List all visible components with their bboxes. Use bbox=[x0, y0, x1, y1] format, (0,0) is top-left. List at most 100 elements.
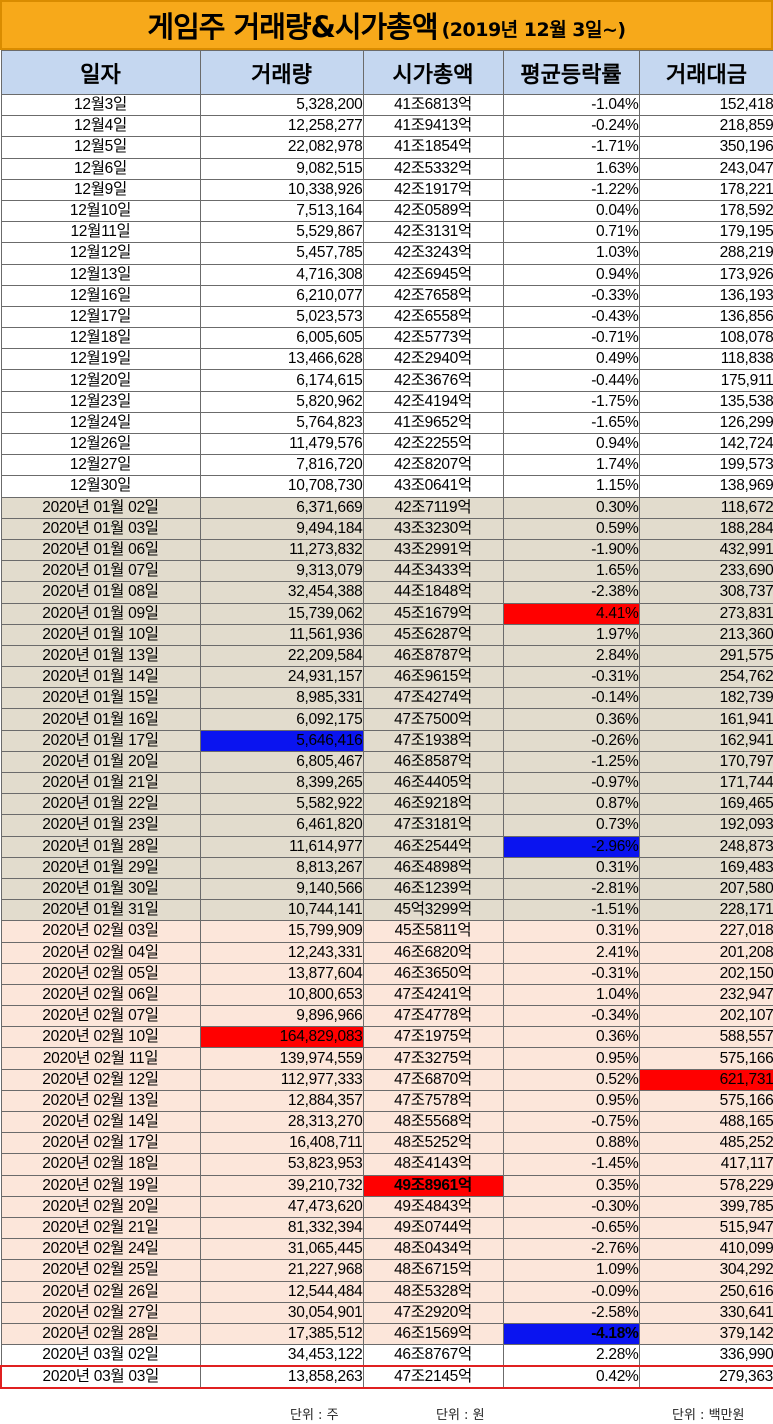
date-cell: 2020년 01월 08일 bbox=[0, 581, 201, 604]
avg-change-cell: 1.03% bbox=[502, 242, 640, 265]
table-row: 12월17일 5,023,573 42조6558억 -0.43% 136,856 bbox=[0, 305, 773, 329]
date-cell: 12월9일 bbox=[0, 178, 201, 201]
trade-amount-cell: 575,166 bbox=[638, 1089, 773, 1113]
trade-amount-cell: 201,208 bbox=[638, 941, 773, 964]
table-row: 2020년 02월 06일 10,800,653 47조4241억 1.04% 232,… bbox=[0, 983, 773, 1007]
avg-change-cell: 0.30% bbox=[502, 496, 640, 519]
avg-change-cell: -1.04% bbox=[502, 93, 640, 117]
trade-amount-cell: 192,093 bbox=[638, 814, 773, 837]
date-cell: 12월4일 bbox=[0, 115, 201, 138]
date-cell: 2020년 01월 29일 bbox=[0, 856, 201, 879]
market-cap-cell: 42조5332억 bbox=[362, 157, 504, 180]
date-cell: 12월26일 bbox=[0, 432, 201, 456]
trade-amount-cell: 118,838 bbox=[638, 348, 773, 371]
avg-change-cell: 0.87% bbox=[502, 793, 640, 816]
table-row: 2020년 02월 26일 12,544,484 48조5328억 -0.09% 250… bbox=[0, 1280, 773, 1303]
trade-amount-cell: 336,990 bbox=[638, 1344, 773, 1367]
table-row: 12월16일 6,210,077 42조7658억 -0.33% 136,193 bbox=[0, 284, 773, 307]
table-row: 2020년 01월 09일 15,739,062 45조1679억 4.41% 273,… bbox=[0, 602, 773, 625]
volume-cell: 15,739,062 bbox=[199, 602, 364, 625]
avg-change-cell: -0.75% bbox=[502, 1110, 640, 1134]
volume-cell: 11,479,576 bbox=[199, 432, 364, 456]
table-row: 2020년 01월 29일 8,813,267 46조4898억 0.31% 169,4… bbox=[0, 856, 773, 879]
market-cap-cell: 46조3650억 bbox=[362, 962, 504, 985]
column-header-trade-amount: 거래대금 bbox=[638, 50, 773, 95]
volume-cell: 6,174,615 bbox=[199, 369, 364, 392]
volume-cell: 11,273,832 bbox=[199, 538, 364, 562]
market-cap-cell: 41조6813억 bbox=[362, 93, 504, 117]
date-cell: 2020년 02월 19일 bbox=[0, 1174, 201, 1197]
trade-amount-cell: 254,762 bbox=[638, 666, 773, 689]
date-cell: 2020년 01월 02일 bbox=[0, 496, 201, 519]
volume-cell: 12,544,484 bbox=[199, 1280, 364, 1303]
avg-change-cell: -0.33% bbox=[502, 284, 640, 307]
volume-cell: 6,805,467 bbox=[199, 750, 364, 774]
market-cap-cell: 47조2920억 bbox=[362, 1301, 504, 1324]
table-row: 2020년 02월 07일 9,896,966 47조4778억 -0.34% 202,… bbox=[0, 1005, 773, 1028]
market-cap-cell: 44조3433억 bbox=[362, 560, 504, 583]
date-cell: 2020년 02월 27일 bbox=[0, 1301, 201, 1324]
date-cell: 2020년 02월 18일 bbox=[0, 1153, 201, 1176]
trade-amount-cell: 178,592 bbox=[638, 199, 773, 223]
avg-change-cell: -1.65% bbox=[502, 411, 640, 435]
volume-cell: 13,877,604 bbox=[199, 962, 364, 985]
volume-cell: 5,646,416 bbox=[199, 729, 364, 752]
trade-amount-cell: 136,193 bbox=[638, 284, 773, 307]
date-cell: 2020년 01월 17일 bbox=[0, 729, 201, 752]
market-cap-cell: 46조6820억 bbox=[362, 941, 504, 964]
avg-change-cell: 0.36% bbox=[502, 708, 640, 731]
table-row: 2020년 01월 03일 9,494,184 43조3230억 0.59% 188,2… bbox=[0, 517, 773, 540]
avg-change-cell: -1.71% bbox=[502, 136, 640, 159]
volume-cell: 139,974,559 bbox=[199, 1047, 364, 1070]
avg-change-cell: -0.71% bbox=[502, 327, 640, 350]
date-cell: 12월19일 bbox=[0, 348, 201, 371]
market-cap-cell: 42조7658억 bbox=[362, 284, 504, 307]
date-cell: 2020년 01월 23일 bbox=[0, 814, 201, 837]
volume-cell: 8,399,265 bbox=[199, 771, 364, 795]
market-cap-cell: 47조7578억 bbox=[362, 1089, 504, 1113]
market-cap-cell: 44조1848억 bbox=[362, 581, 504, 604]
table-row: 12월12일 5,457,785 42조3243억 1.03% 288,219 bbox=[0, 242, 773, 265]
avg-change-cell: -0.43% bbox=[502, 305, 640, 329]
trade-amount-cell: 417,117 bbox=[638, 1153, 773, 1176]
table-row: 2020년 01월 06일 11,273,832 43조2991억 -1.90% 432… bbox=[0, 538, 773, 562]
trade-amount-cell: 243,047 bbox=[638, 157, 773, 180]
trade-amount-cell: 588,557 bbox=[638, 1026, 773, 1049]
avg-change-cell: -1.25% bbox=[502, 750, 640, 774]
market-cap-cell: 47조4241억 bbox=[362, 983, 504, 1007]
market-cap-cell: 42조6558억 bbox=[362, 305, 504, 329]
volume-cell: 5,457,785 bbox=[199, 242, 364, 265]
avg-change-cell: 1.09% bbox=[502, 1259, 640, 1282]
table-row: 2020년 01월 20일 6,805,467 46조8587억 -1.25% 170,… bbox=[0, 750, 773, 774]
table-row: 2020년 02월 24일 31,065,445 48조0434억 -2.76% 410… bbox=[0, 1238, 773, 1261]
date-cell: 2020년 02월 21일 bbox=[0, 1216, 201, 1240]
page-subtitle: (2019년 12월 3일~) bbox=[441, 18, 627, 41]
volume-cell: 9,313,079 bbox=[199, 560, 364, 583]
avg-change-cell: -0.65% bbox=[502, 1216, 640, 1240]
market-cap-cell: 43조3230억 bbox=[362, 517, 504, 540]
avg-change-cell: -0.14% bbox=[502, 687, 640, 710]
table-row: 2020년 02월 20일 47,473,620 49조4843억 -0.30% 399… bbox=[0, 1195, 773, 1218]
trade-amount-cell: 291,575 bbox=[638, 644, 773, 668]
table-header-row: 일자 거래량 시가총액 평균등락률 거래대금 bbox=[0, 50, 773, 95]
volume-cell: 9,494,184 bbox=[199, 517, 364, 540]
volume-cell: 10,800,653 bbox=[199, 983, 364, 1007]
volume-cell: 16,408,711 bbox=[199, 1132, 364, 1155]
market-cap-cell: 45조1679억 bbox=[362, 602, 504, 625]
market-cap-cell: 47조3275억 bbox=[362, 1047, 504, 1070]
date-cell: 2020년 01월 13일 bbox=[0, 644, 201, 668]
market-cap-cell: 42조1917억 bbox=[362, 178, 504, 201]
market-cap-cell: 46조8587억 bbox=[362, 750, 504, 774]
table-row: 12월30일 10,708,730 43조0641억 1.15% 138,969 bbox=[0, 475, 773, 498]
date-cell: 2020년 01월 14일 bbox=[0, 666, 201, 689]
date-cell: 12월12일 bbox=[0, 242, 201, 265]
date-cell: 2020년 02월 10일 bbox=[0, 1026, 201, 1049]
trade-amount-cell: 288,219 bbox=[638, 242, 773, 265]
trade-amount-cell: 279,363 bbox=[638, 1365, 773, 1390]
column-header-date: 일자 bbox=[0, 50, 201, 95]
avg-change-cell: 0.35% bbox=[502, 1174, 640, 1197]
date-cell: 2020년 02월 11일 bbox=[0, 1047, 201, 1070]
avg-change-cell: 0.04% bbox=[502, 199, 640, 223]
table-row: 2020년 01월 31일 10,744,141 45억3299억 -1.51% 228… bbox=[0, 899, 773, 922]
avg-change-cell: 2.41% bbox=[502, 941, 640, 964]
